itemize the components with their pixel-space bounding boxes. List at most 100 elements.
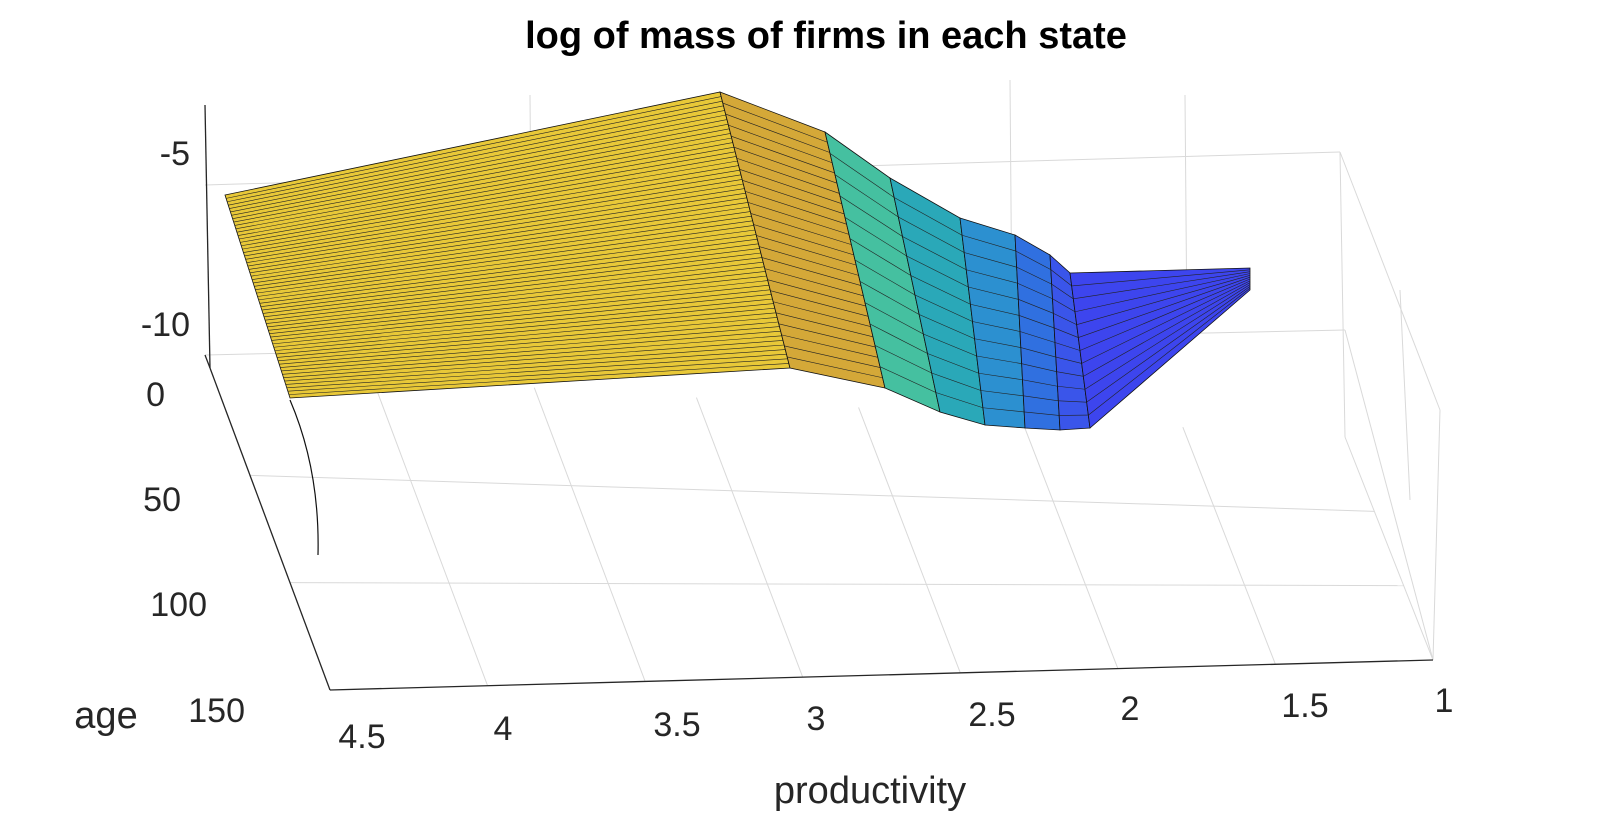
surface-mesh-line [1081,280,1251,364]
surface-mesh-line [233,128,730,223]
surface-mesh-line [288,363,789,395]
surface-mesh-line [869,323,928,354]
surface-mesh-line [1052,298,1076,313]
surface-mesh-line [728,124,833,164]
z-tick-label: -5 [160,135,190,173]
axis-line [204,104,211,369]
surface-mesh-line [733,146,838,184]
surface-mesh-line [968,286,1019,300]
surface-mesh-line [240,156,737,243]
x-axis-label: productivity [774,770,966,812]
surface-mesh-line [747,202,850,235]
surface-edge-curve [289,399,319,556]
floor-grid-line [371,377,489,686]
floor-grid-line [1182,426,1276,665]
surface [224,91,1251,556]
surface-mesh-line [844,217,907,257]
y-axis-label: age [74,695,137,737]
tick-labels: 4.5 4 3.5 3 2.5 2 1.5 1 0 50 100 150 -5 -10 [141,135,1454,756]
surface-mesh-line [864,302,924,335]
surface-mesh-line [232,123,729,219]
surface-mesh-line [739,168,842,204]
surface-mesh-line [259,238,758,304]
surface-mesh-line [978,372,1023,381]
surface-mesh-line [261,248,760,311]
surface-mesh-line [250,202,749,277]
surface-mesh-line [241,160,738,247]
surface-mesh-line [750,213,852,245]
surface-mesh-line [1083,282,1251,377]
surface-mesh-line [258,234,757,301]
surface-mesh-line [1054,327,1079,338]
surface-mesh-line [1054,342,1081,351]
surface-mesh-line [964,252,1017,268]
y-tick-label: 0 [146,376,165,414]
surface-mesh-line [914,294,973,322]
surface-mesh-line [235,137,732,230]
surface-mesh-line [272,294,772,345]
surface-mesh-line [1088,287,1251,416]
surface-mesh-line [966,269,1018,284]
surface-mesh-line [1023,395,1059,402]
surface-mesh-line [244,174,742,257]
surface-mesh-line [230,114,726,213]
surface-mesh-line [931,372,981,391]
surface-mesh-line [849,238,911,276]
surface-mesh-line [243,169,740,253]
surface-mesh-line [1056,371,1084,377]
surface-mesh-line [284,344,785,382]
x-tick-label: 1 [1435,682,1454,720]
surface-mesh-line [252,206,750,280]
floor-grid-line [858,407,961,674]
surface-mesh-line [265,261,764,321]
surface-mesh-line [279,321,779,365]
surface-mesh-line [282,335,782,375]
surface-mesh-line [262,252,761,314]
surface-mesh-line [1084,284,1251,390]
x-tick-label: 4 [494,710,513,748]
surface-mesh-line [1019,315,1055,329]
y-tick-label: 50 [143,481,181,519]
surface-mesh-line [280,326,780,368]
surface-mesh-line [784,345,881,368]
surface-mesh-line [1076,275,1251,325]
surface-mesh-line [260,243,759,307]
surface-mesh-line [226,96,722,199]
wall-grid-line [1399,289,1411,501]
surface-mesh-line [761,257,862,286]
surface-mesh-line [1057,385,1086,390]
surface-mesh-line [976,355,1022,364]
surface-mesh-line [1050,269,1072,287]
surface-mesh-line [982,407,1025,413]
surface-mesh-line [775,312,874,338]
surface-mesh-line [228,105,724,206]
y-tick-label: 100 [150,586,207,624]
surface-mesh-line [257,229,756,297]
axis-line [204,354,211,369]
surface-mesh-line [227,100,723,203]
wall-grid-line [1339,151,1346,438]
axis-line [209,367,331,691]
x-tick-label: 1.5 [1281,687,1328,725]
surface-mesh-line [773,301,871,327]
surface-mesh-line [935,392,984,409]
surface-mesh-line [1074,273,1251,313]
surface-mesh-line [1017,282,1053,300]
surface-mesh-line [263,257,763,318]
surface-mesh-line [270,284,770,338]
axes [204,104,1434,691]
surface-mesh-line [1020,347,1056,358]
surface-mesh-line [1021,363,1057,372]
surface-mesh-line [980,390,1024,397]
surface-mesh-line [829,153,895,198]
surface-mesh-line [972,321,1021,332]
surface-mesh-line [834,174,899,218]
surface-mesh-line [1086,286,1251,403]
surface-mesh-line [248,192,746,270]
surface-mesh-line [736,157,840,194]
surface-mesh-line [745,191,847,225]
surface-mesh-line [725,113,830,153]
y-tick-label: 150 [188,692,245,730]
x-tick-label: 3.5 [653,706,700,744]
surface-mesh-line [759,246,859,276]
